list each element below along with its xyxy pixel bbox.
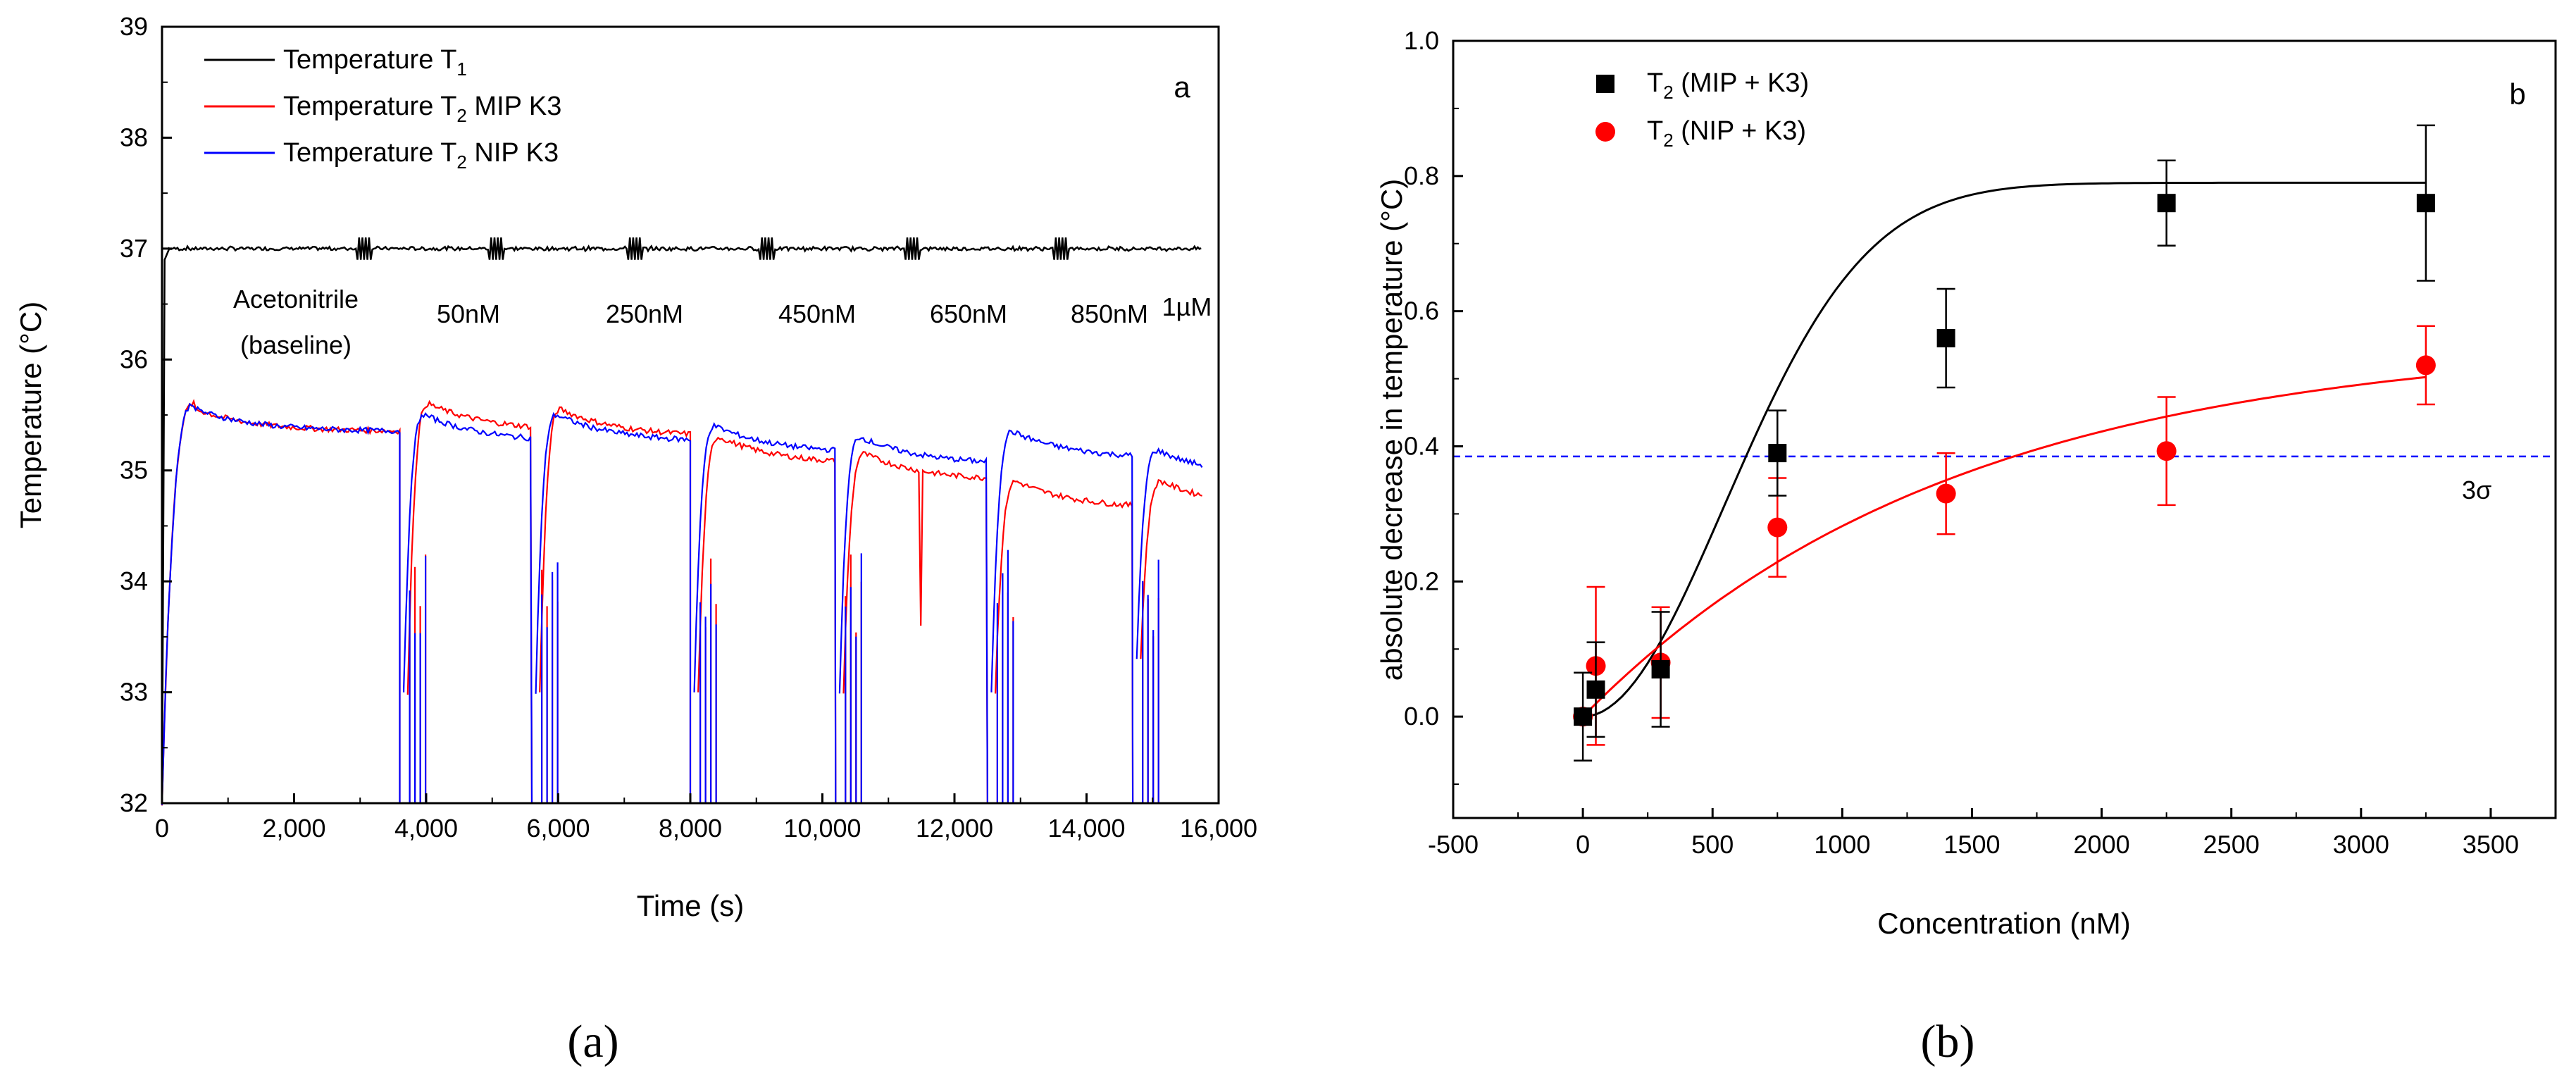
plot-area-a xyxy=(161,237,1203,806)
legend-label-b: T2 (NIP + K3) xyxy=(1647,116,1806,151)
plot-frame-b xyxy=(1452,39,2557,819)
concentration-label: 1µM xyxy=(1162,292,1212,321)
y-tick-label-a: 35 xyxy=(120,456,148,485)
y-tick-label-a: 39 xyxy=(120,12,148,41)
x-tick-label-a: 10,000 xyxy=(783,814,861,843)
x-tick-label-a: 14,000 xyxy=(1047,814,1125,843)
caption-b: (b) xyxy=(1921,1016,1975,1067)
legend-label-a: Temperature T2 MIP K3 xyxy=(283,92,561,126)
axis-ticks-a: 0 2,000 4,000 6,000 8,000 10,000 12,000 14,000 1… xyxy=(120,12,1257,843)
chart-panel-a: 0 2,000 4,000 6,000 8,000 10,000 12,000 14,000 1… xyxy=(14,12,1257,1067)
concentration-label: 850nM xyxy=(1071,299,1148,328)
panel-label-b: b xyxy=(2509,78,2525,111)
data-point-mip xyxy=(1936,329,1955,348)
concentration-label: 250nM xyxy=(606,299,683,328)
y-tick-label-b: 0.2 xyxy=(1404,566,1439,595)
legend-label-a: Temperature T1 xyxy=(283,45,467,80)
y-tick-label-b: 1.0 xyxy=(1404,26,1439,55)
legend-b: T2 (MIP + K3) T2 (NIP + K3) xyxy=(1595,68,1809,151)
data-point-mip xyxy=(2416,194,2435,213)
x-tick-label-a: 6,000 xyxy=(526,814,590,843)
fit-curve-mip xyxy=(1582,181,2426,718)
legend-a: Temperature T1 Temperature T2 MIP K3 Tempe… xyxy=(204,45,561,173)
x-tick-label-a: 16,000 xyxy=(1180,814,1257,843)
series-line-t2-nip xyxy=(161,402,1203,805)
y-tick-label-b: 0.8 xyxy=(1404,161,1439,190)
data-point-nip xyxy=(1767,517,1788,538)
x-tick-label-a: 12,000 xyxy=(916,814,993,843)
legend-marker-b xyxy=(1596,75,1614,93)
x-tick-label-b: 500 xyxy=(1691,830,1734,859)
y-axis-label-a: Temperature (°C) xyxy=(14,302,47,529)
data-point-mip xyxy=(1574,707,1593,726)
y-tick-label-a: 37 xyxy=(120,234,148,263)
data-point-mip xyxy=(1651,659,1670,678)
x-axis-label-a: Time (s) xyxy=(637,889,744,922)
concentration-label: (baseline) xyxy=(240,330,351,359)
panel-label-a: a xyxy=(1174,70,1190,104)
y-tick-label-a: 36 xyxy=(120,345,148,373)
x-tick-label-b: 1500 xyxy=(1943,830,2000,859)
y-tick-label-b: 0.6 xyxy=(1404,297,1439,326)
plot-area-b: 3σ xyxy=(1453,124,2556,762)
x-tick-label-a: 4,000 xyxy=(394,814,458,843)
chart-panel-b: 3σ -500 0 500 1000 1500 2000 2500 3000 3500 0.0 0.… xyxy=(1375,26,2557,1067)
legend-marker-b xyxy=(1595,122,1615,142)
x-tick-label-a: 0 xyxy=(155,814,169,843)
y-tick-label-b: 0.0 xyxy=(1404,702,1439,731)
concentration-label: 50nM xyxy=(437,299,500,328)
series-line-t2-mip xyxy=(161,399,1202,806)
concentration-label: 450nM xyxy=(778,299,856,328)
y-tick-label-a: 38 xyxy=(120,123,148,151)
x-tick-label-b: 2000 xyxy=(2074,830,2130,859)
y-tick-label-a: 34 xyxy=(120,566,148,595)
data-point-mip xyxy=(1768,444,1787,463)
x-tick-label-a: 8,000 xyxy=(659,814,722,843)
series-line-t1 xyxy=(161,237,1202,804)
legend-label-b: T2 (MIP + K3) xyxy=(1647,68,1809,103)
data-point-nip xyxy=(1936,483,1956,504)
y-tick-label-a: 32 xyxy=(120,788,148,817)
y-axis-label-b: absolute decrease in temperature (°C) xyxy=(1375,179,1408,681)
data-point-nip xyxy=(2156,441,2177,461)
data-point-mip xyxy=(2157,194,2176,213)
threshold-label: 3σ xyxy=(2462,476,2491,504)
data-point-nip xyxy=(2415,355,2436,376)
x-tick-label-b: 2500 xyxy=(2203,830,2260,859)
x-axis-label-b: Concentration (nM) xyxy=(1877,907,2130,940)
data-point-mip xyxy=(1586,680,1605,699)
concentration-label: Acetonitrile xyxy=(233,285,359,314)
concentration-label: 650nM xyxy=(930,299,1007,328)
y-tick-label-b: 0.4 xyxy=(1404,431,1439,460)
caption-a: (a) xyxy=(567,1016,618,1067)
fit-curve-nip xyxy=(1582,376,2427,718)
x-tick-label-b: 3500 xyxy=(2463,830,2519,859)
y-tick-label-a: 33 xyxy=(120,678,148,707)
x-tick-label-b: 1000 xyxy=(1814,830,1870,859)
concentration-annotations: Acetonitrile (baseline) 50nM 250nM 450nM 650n… xyxy=(233,285,1212,359)
legend-label-a: Temperature T2 NIP K3 xyxy=(283,138,559,173)
x-tick-label-b: 0 xyxy=(1576,830,1590,859)
x-tick-label-b: 3000 xyxy=(2333,830,2389,859)
x-tick-label-b: -500 xyxy=(1428,830,1479,859)
x-tick-label-a: 2,000 xyxy=(262,814,325,843)
axis-ticks-b: -500 0 500 1000 1500 2000 2500 3000 3500 0.0 0.2 0.… xyxy=(1404,26,2519,859)
